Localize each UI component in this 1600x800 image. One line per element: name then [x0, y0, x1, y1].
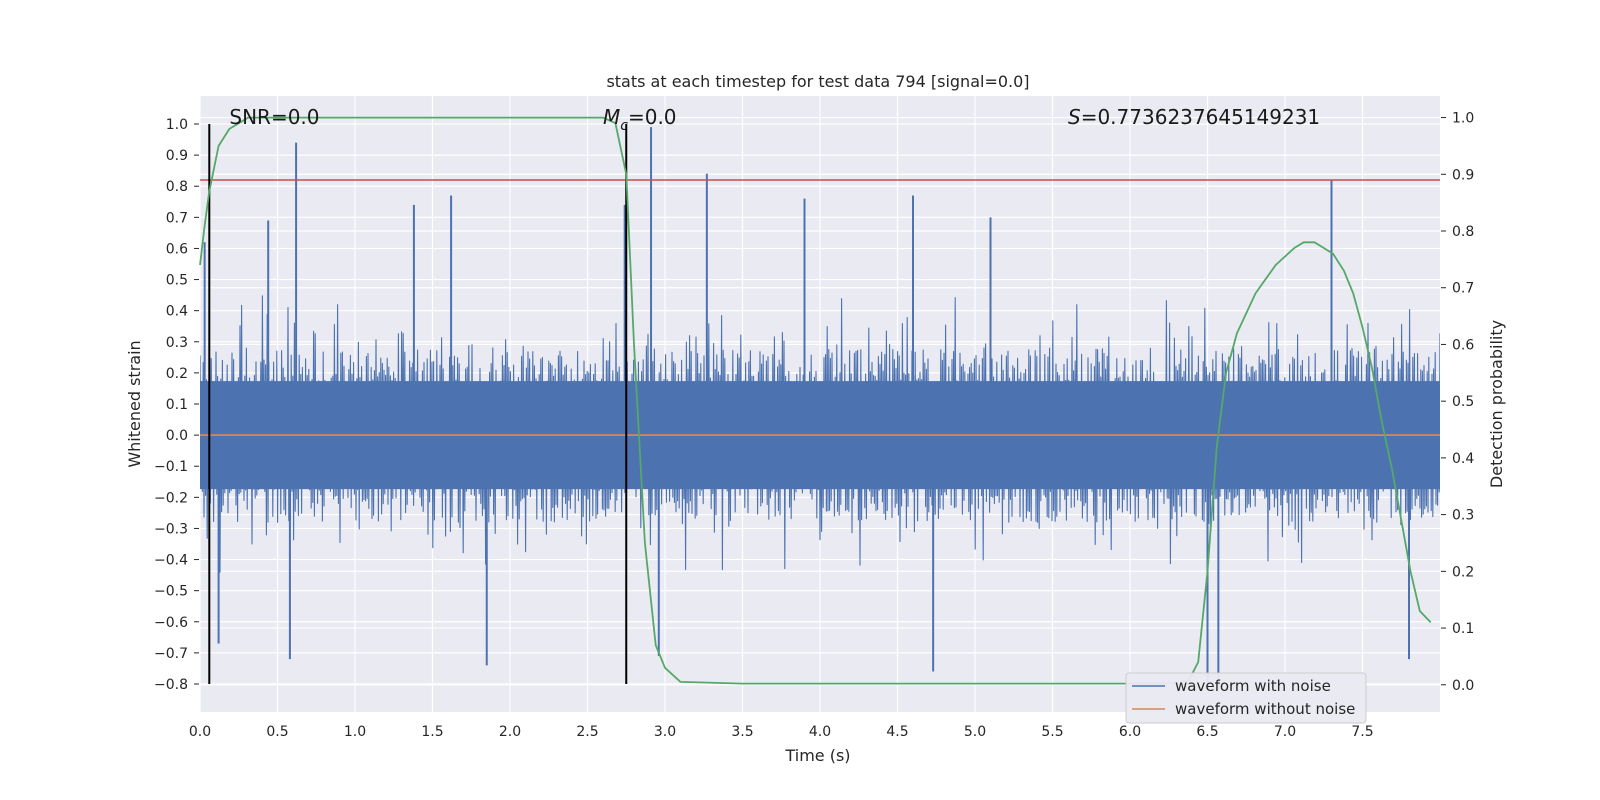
y-tick-label: −0.2	[154, 490, 188, 506]
y-tick-label: −0.6	[154, 615, 188, 631]
snr-annotation: SNR=0.0	[229, 105, 319, 129]
x-tick-label: 7.0	[1274, 724, 1296, 740]
x-tick-label: 1.0	[344, 724, 366, 740]
y2-tick-label: 1.0	[1452, 111, 1474, 127]
ticks: 0.0 0.5 1.0 1.5 2.0 2.5 3.0 3.5 4.0 4.5 5.0 5.5 6.0 6…	[154, 111, 1474, 740]
x-tick-label: 6.5	[1196, 724, 1218, 740]
x-axis-label: Time (s)	[784, 746, 850, 765]
score-symbol: S	[1068, 105, 1081, 129]
y-tick-label: 0.6	[166, 241, 188, 257]
y2-tick-label: 0.9	[1452, 167, 1474, 183]
x-tick-label: 3.5	[731, 724, 753, 740]
y-tick-label: 0.4	[166, 304, 188, 320]
x-tick-label: 4.5	[886, 724, 908, 740]
x-tick-label: 7.5	[1351, 724, 1373, 740]
y-tick-label: −0.3	[154, 521, 188, 537]
y2-tick-label: 0.0	[1452, 678, 1474, 694]
y-tick-label: 0.1	[166, 397, 188, 413]
x-tick-label: 2.0	[499, 724, 521, 740]
overlay	[199, 116, 1440, 685]
y2-tick-label: 0.2	[1452, 564, 1474, 580]
y-tick-label: −0.4	[154, 553, 188, 569]
chart-title: stats at each timestep for test data 794…	[606, 72, 1029, 91]
y-tick-label: 0.5	[166, 273, 188, 289]
y-tick-label: 0.8	[166, 179, 188, 195]
x-tick-label: 6.0	[1119, 724, 1141, 740]
y-tick-label: −0.5	[154, 584, 188, 600]
y-tick-label: −0.1	[154, 459, 188, 475]
x-tick-label: 3.0	[654, 724, 676, 740]
chirp-mass-annotation: Mc=0.0	[603, 105, 677, 134]
y2-tick-label: 0.4	[1452, 451, 1474, 467]
y-tick-label: 0.3	[166, 335, 188, 351]
y-tick-label: 0.7	[166, 210, 188, 226]
legend-label-clean: waveform without noise	[1175, 700, 1355, 718]
x-tick-label: 5.5	[1041, 724, 1063, 740]
chirp-mass-symbol: M	[603, 105, 620, 129]
legend-box	[1125, 672, 1367, 724]
y2-tick-label: 0.6	[1452, 337, 1474, 353]
plot-area	[200, 127, 1440, 691]
y2-tick-label: 0.7	[1452, 281, 1474, 297]
x-tick-label: 1.5	[421, 724, 443, 740]
score-value: =0.7736237645149231	[1081, 105, 1320, 129]
y-tick-label: 1.0	[166, 117, 188, 133]
y-tick-label: 0.9	[166, 148, 188, 164]
detection-probability-line	[199, 116, 1432, 685]
score-annotation: S=0.7736237645149231	[1068, 105, 1320, 129]
y2-tick-label: 0.1	[1452, 621, 1474, 637]
x-tick-label: 0.0	[189, 724, 211, 740]
y2-tick-label: 0.5	[1452, 394, 1474, 410]
y-tick-label: −0.7	[154, 646, 188, 662]
y-axis-label: Whitened strain	[125, 340, 144, 467]
y-tick-label: 0.0	[166, 428, 188, 444]
chirp-mass-value: =0.0	[628, 105, 677, 129]
x-tick-label: 0.5	[266, 724, 288, 740]
y-tick-label: −0.8	[154, 677, 188, 693]
legend: waveform with noise waveform without noi…	[1125, 672, 1367, 724]
x-tick-label: 2.5	[576, 724, 598, 740]
y2-tick-label: 0.8	[1452, 224, 1474, 240]
chirp-mass-subscript: c	[620, 118, 628, 134]
legend-label-noise: waveform with noise	[1175, 677, 1331, 695]
y2-axis-label: Detection probability	[1487, 320, 1506, 488]
x-tick-label: 4.0	[809, 724, 831, 740]
y-tick-label: 0.2	[166, 366, 188, 382]
y2-tick-label: 0.3	[1452, 508, 1474, 524]
x-tick-label: 5.0	[964, 724, 986, 740]
